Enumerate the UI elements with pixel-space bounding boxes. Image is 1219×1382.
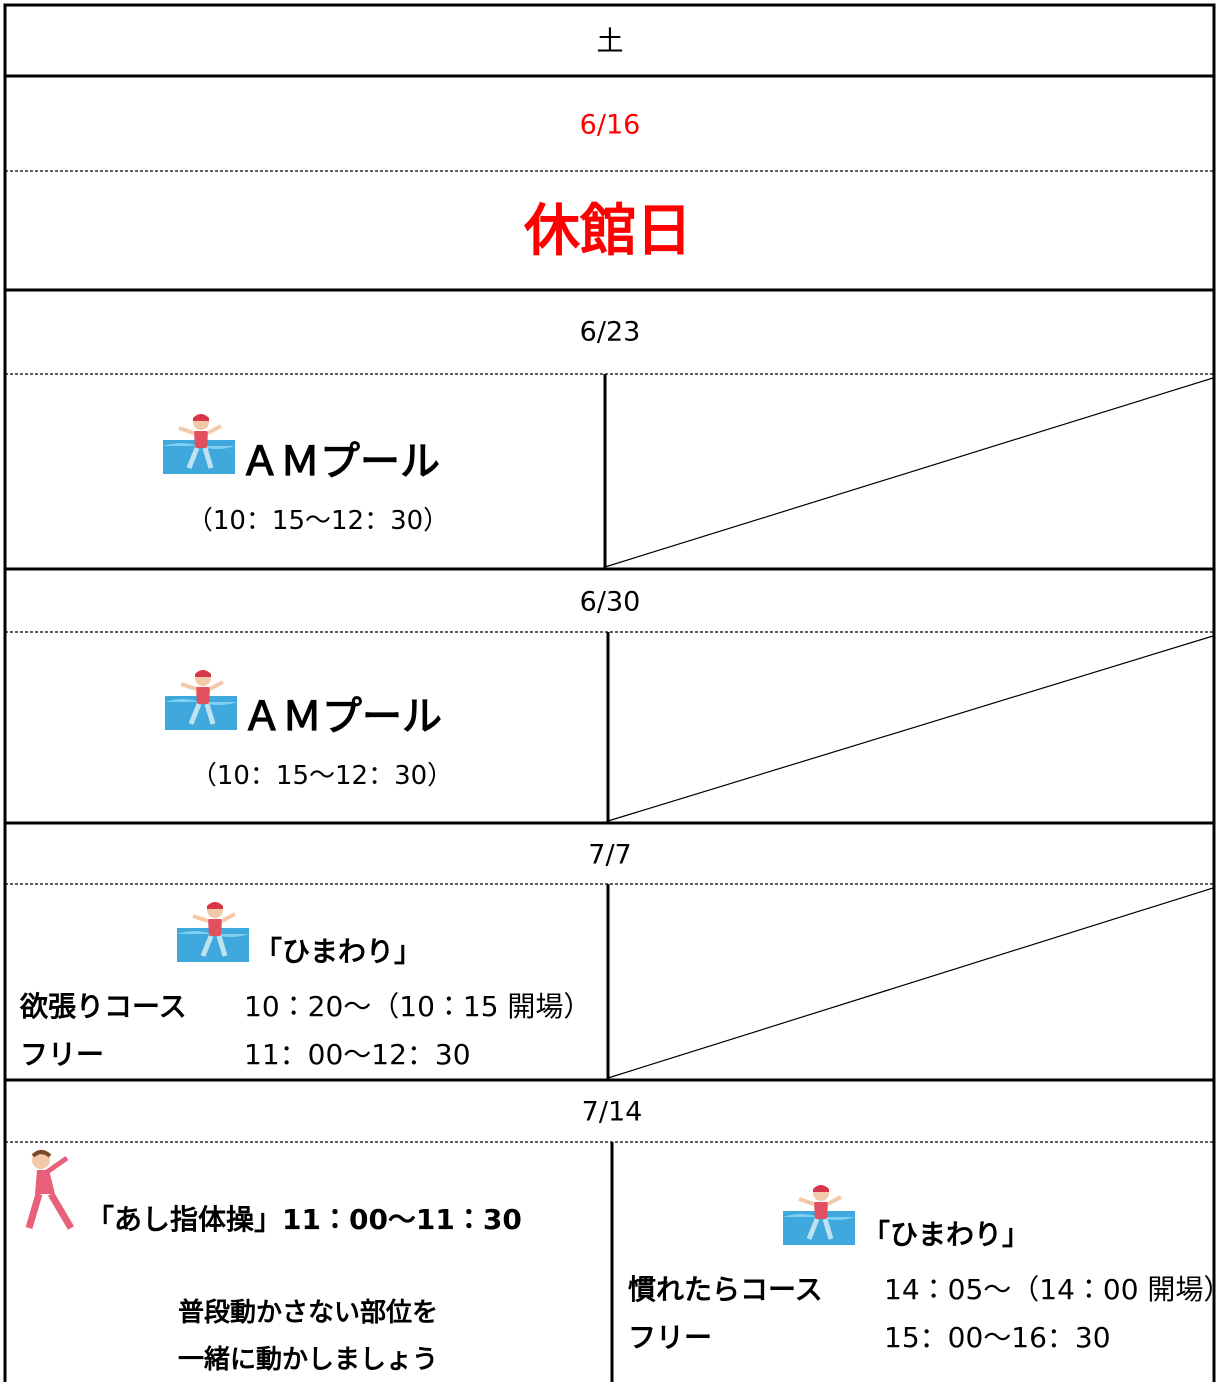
program-time: （10：15〜12：30）: [190, 761, 454, 791]
date: 6/30: [579, 586, 641, 618]
date: 6/23: [579, 316, 641, 348]
program-title: ＡＭプール: [242, 694, 442, 740]
program-note: 普段動かさない部位を: [177, 1298, 439, 1328]
course-name: フリー: [20, 1038, 105, 1071]
course-time: 15：00〜16：30: [884, 1321, 1111, 1354]
date: 7/14: [581, 1096, 643, 1128]
swimmer-icon: [783, 1185, 855, 1245]
program-title: ＡＭプール: [240, 439, 440, 485]
program-title: 「あし指体操」11：00〜11：30: [86, 1203, 522, 1236]
program-title: 「ひまわり」: [862, 1218, 1031, 1251]
swimmer-icon: [165, 670, 237, 730]
swimmer-icon: [163, 414, 235, 474]
course-name: 欲張りコース: [20, 990, 187, 1023]
course-name: フリー: [628, 1321, 713, 1354]
exercise-icon: [29, 1151, 71, 1228]
closed-label: 休館日: [524, 199, 692, 264]
course-time: 10：20〜（10：15 開場）: [244, 990, 592, 1023]
day-header: 土: [596, 26, 624, 58]
program-title: 「ひまわり」: [254, 935, 423, 968]
course-name: 慣れたらコース: [628, 1273, 823, 1306]
course-time: 14：05〜（14：00 開場）: [884, 1273, 1219, 1306]
swimmer-icon: [177, 902, 249, 962]
date: 7/7: [588, 839, 632, 871]
date: 6/16: [579, 109, 641, 141]
program-note: 一緒に動かしましょう: [177, 1345, 439, 1375]
program-time: （10：15〜12：30）: [186, 506, 450, 536]
course-time: 11：00〜12：30: [244, 1038, 471, 1071]
